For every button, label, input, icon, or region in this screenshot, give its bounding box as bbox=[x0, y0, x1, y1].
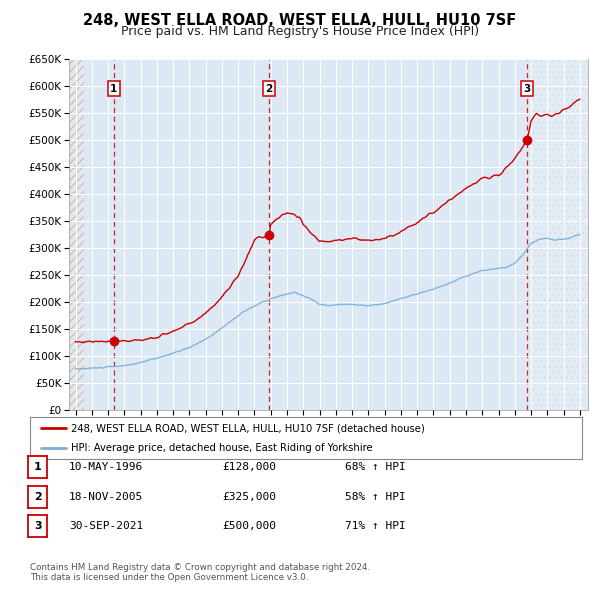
Text: 58% ↑ HPI: 58% ↑ HPI bbox=[345, 492, 406, 502]
Text: 18-NOV-2005: 18-NOV-2005 bbox=[69, 492, 143, 502]
Text: 71% ↑ HPI: 71% ↑ HPI bbox=[345, 522, 406, 531]
Text: 2: 2 bbox=[34, 492, 41, 502]
Text: 248, WEST ELLA ROAD, WEST ELLA, HULL, HU10 7SF: 248, WEST ELLA ROAD, WEST ELLA, HULL, HU… bbox=[83, 13, 517, 28]
Text: £325,000: £325,000 bbox=[222, 492, 276, 502]
Text: 10-MAY-1996: 10-MAY-1996 bbox=[69, 463, 143, 472]
Text: 1: 1 bbox=[110, 84, 118, 94]
Text: 3: 3 bbox=[523, 84, 530, 94]
Text: 30-SEP-2021: 30-SEP-2021 bbox=[69, 522, 143, 531]
Text: 68% ↑ HPI: 68% ↑ HPI bbox=[345, 463, 406, 472]
Text: 248, WEST ELLA ROAD, WEST ELLA, HULL, HU10 7SF (detached house): 248, WEST ELLA ROAD, WEST ELLA, HULL, HU… bbox=[71, 423, 425, 433]
Text: Price paid vs. HM Land Registry's House Price Index (HPI): Price paid vs. HM Land Registry's House … bbox=[121, 25, 479, 38]
Text: £128,000: £128,000 bbox=[222, 463, 276, 472]
Text: 1: 1 bbox=[34, 463, 41, 472]
Bar bbox=[527, 59, 588, 410]
Text: HPI: Average price, detached house, East Riding of Yorkshire: HPI: Average price, detached house, East… bbox=[71, 442, 373, 453]
Text: 2: 2 bbox=[265, 84, 272, 94]
Text: 3: 3 bbox=[34, 522, 41, 531]
Bar bbox=[527, 59, 588, 410]
Bar bbox=[69, 59, 83, 410]
Text: Contains HM Land Registry data © Crown copyright and database right 2024.
This d: Contains HM Land Registry data © Crown c… bbox=[30, 563, 370, 582]
Text: £500,000: £500,000 bbox=[222, 522, 276, 531]
